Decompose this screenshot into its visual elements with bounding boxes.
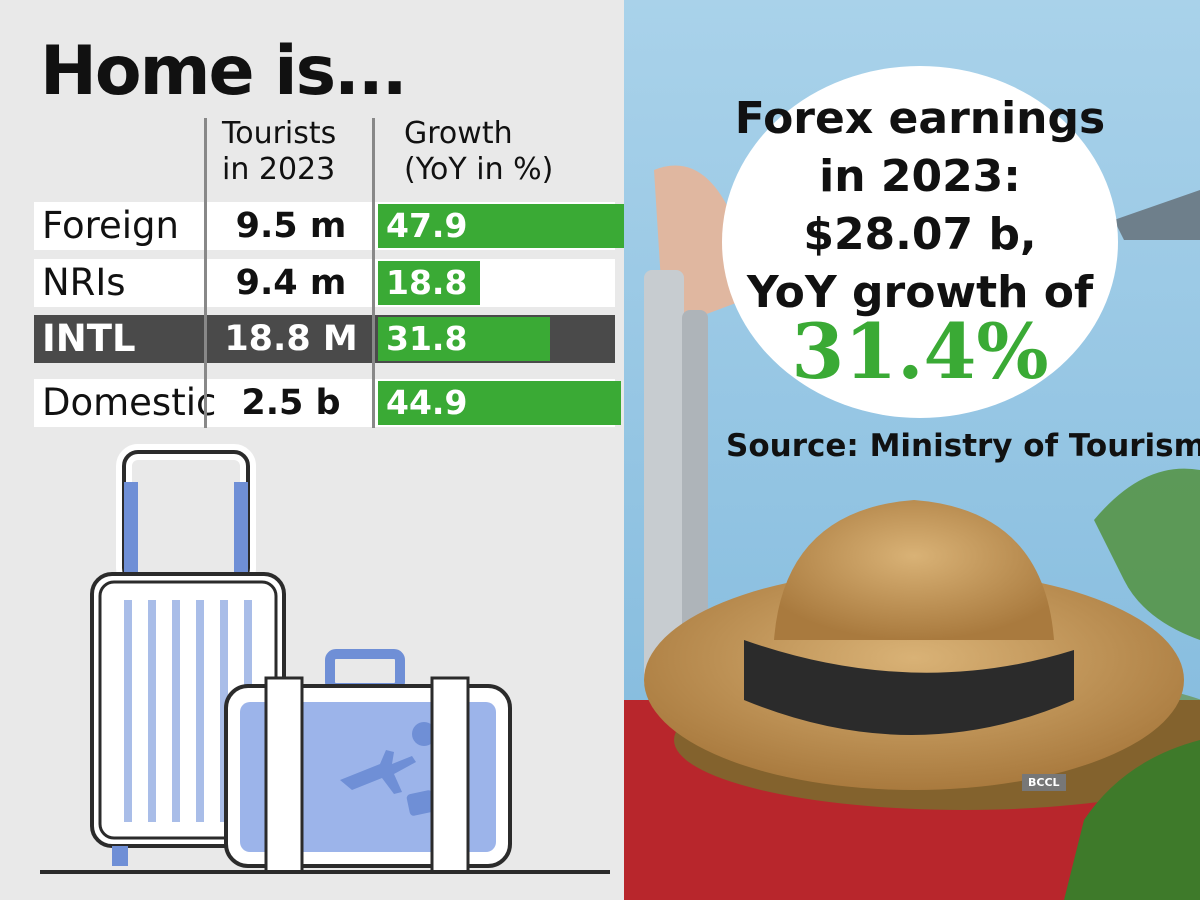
tourists-value: 9.4 m bbox=[235, 263, 347, 303]
row-label: INTL bbox=[42, 317, 136, 360]
luggage-illustration bbox=[40, 444, 610, 874]
tourists-value: 9.5 m bbox=[235, 206, 347, 246]
forex-growth-percent: 31.4% bbox=[791, 307, 1049, 396]
forex-badge bbox=[722, 66, 1118, 418]
column-divider bbox=[372, 118, 375, 428]
header-tourists: Tourists in 2023 bbox=[222, 116, 337, 187]
growth-bar bbox=[378, 317, 550, 361]
forex-line: $28.07 b, bbox=[803, 209, 1037, 260]
growth-bar bbox=[378, 381, 621, 425]
forex-line: YoY growth of bbox=[746, 267, 1094, 318]
table-row: Domestic 2.5 b 44.9 bbox=[34, 379, 621, 427]
infographic-panel: Home is... Tourists in 2023 Growth (YoY … bbox=[34, 32, 638, 874]
growth-label: 31.8 bbox=[386, 319, 468, 358]
forex-text: Forex earnings in 2023: $28.07 b, YoY gr… bbox=[722, 90, 1118, 322]
growth-bar bbox=[378, 261, 480, 305]
row-label: Foreign bbox=[42, 204, 179, 247]
forex-line: Forex earnings bbox=[734, 93, 1106, 144]
title: Home is... bbox=[40, 32, 408, 111]
growth-label: 47.9 bbox=[386, 206, 468, 245]
row-label: NRIs bbox=[42, 261, 126, 304]
tourists-value: 18.8 M bbox=[224, 319, 358, 359]
forex-line: in 2023: bbox=[819, 151, 1021, 202]
row-label: Domestic bbox=[42, 381, 217, 424]
source-note: Source: Ministry of Tourism bbox=[726, 428, 1200, 464]
growth-label: 18.8 bbox=[386, 263, 468, 302]
column-divider bbox=[204, 118, 207, 428]
growth-label: 44.9 bbox=[386, 383, 468, 422]
growth-bar bbox=[378, 204, 638, 248]
table-row: NRIs 9.4 m 18.8 bbox=[34, 259, 615, 307]
photo-credit: BCCL bbox=[1022, 774, 1066, 791]
table-row-highlight: INTL 18.8 M 31.8 bbox=[34, 315, 615, 363]
table-row: Foreign 9.5 m 47.9 bbox=[34, 202, 638, 250]
header-growth: Growth (YoY in %) bbox=[404, 116, 554, 187]
tourists-value: 2.5 b bbox=[241, 383, 341, 423]
